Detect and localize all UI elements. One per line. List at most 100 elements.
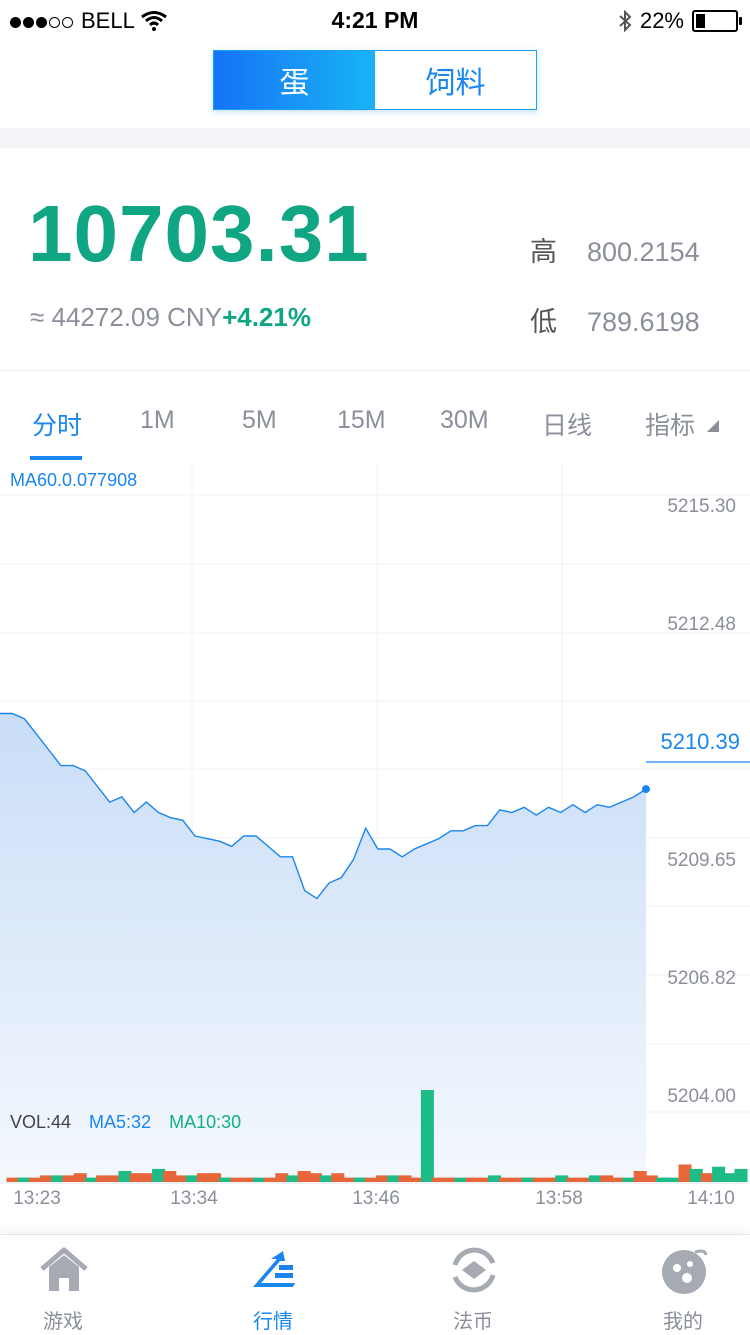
segment-feed[interactable]: 饲料	[375, 51, 536, 109]
ma5-label: MA5:32	[89, 1112, 152, 1132]
tab-1m[interactable]: 1M	[140, 406, 175, 434]
section-gap	[0, 128, 750, 148]
tab-15m[interactable]: 15M	[337, 406, 386, 434]
last-price-dot	[642, 785, 650, 794]
volume-bar	[432, 1177, 446, 1182]
volume-bar	[252, 1177, 266, 1182]
tab-games[interactable]: 游戏	[3, 1235, 123, 1335]
price-chart[interactable]: 5210.39 5215.30 5212.48 5209.65 5206.82 5204.…	[0, 462, 750, 1222]
signal-carrier: BELL	[10, 8, 167, 34]
x-tick-label-0: 13:23	[13, 1188, 61, 1209]
high-label: 高	[530, 237, 557, 267]
volume-bar	[241, 1177, 255, 1182]
status-right: 22%	[618, 8, 742, 34]
exchange-icon	[452, 1247, 496, 1293]
tab-30m[interactable]: 30M	[440, 406, 489, 434]
tab-market[interactable]: 行情	[213, 1235, 333, 1335]
battery-percent: 22%	[639, 8, 684, 33]
volume-bar	[588, 1175, 602, 1182]
tab-5m[interactable]: 5M	[242, 406, 277, 434]
market-icon	[253, 1251, 295, 1287]
volume-bar	[51, 1175, 65, 1182]
last-price-label: 5210.39	[660, 729, 740, 754]
volume-bar	[555, 1175, 569, 1182]
volume-bar	[577, 1177, 591, 1182]
y-tick-label-4: 5204.00	[667, 1086, 736, 1107]
ma60-label: MA60.0.077908	[10, 470, 138, 490]
volume-bar	[28, 1177, 42, 1182]
volume-bar	[129, 1173, 143, 1182]
volume-bar	[208, 1173, 222, 1182]
wifi-icon	[140, 11, 167, 31]
volume-bar	[40, 1175, 54, 1182]
volume-bar	[521, 1177, 535, 1182]
volume-bar	[667, 1177, 681, 1182]
tab-mine[interactable]: 我的	[623, 1235, 743, 1335]
volume-bar	[644, 1175, 658, 1182]
volume-bar	[219, 1177, 233, 1182]
volume-bar	[107, 1175, 121, 1182]
volume-bar	[622, 1177, 636, 1182]
cny-price: ≈ 44272.09 CNY	[30, 302, 223, 332]
volume-bar	[499, 1177, 513, 1182]
volume-bar	[420, 1090, 434, 1182]
volume-bar	[600, 1175, 614, 1182]
volume-bar	[488, 1175, 502, 1182]
volume-bar	[364, 1177, 378, 1182]
volume-legend: VOL:44 MA5:32 MA10:30	[10, 1112, 241, 1133]
price-sub: ≈ 44272.09 CNY+4.21%	[30, 302, 311, 333]
volume-bar	[465, 1177, 479, 1182]
price-area	[0, 713, 646, 1182]
clock: 4:21 PM	[331, 7, 419, 33]
volume-bar	[398, 1175, 412, 1182]
volume-bar	[700, 1173, 714, 1182]
volume-bar	[163, 1171, 177, 1182]
divider	[0, 370, 750, 371]
tab-fiat[interactable]: 法币	[413, 1235, 533, 1335]
volume-bar	[611, 1177, 625, 1182]
volume-bar	[118, 1171, 132, 1182]
volume-bar	[331, 1173, 345, 1182]
volume-bar	[185, 1175, 199, 1182]
x-tick-label-1: 13:34	[170, 1188, 218, 1209]
tab-daily[interactable]: 日线	[542, 412, 593, 440]
low-label: 低	[530, 307, 557, 337]
volume-bar	[264, 1177, 278, 1182]
low-value: 789.6198	[587, 307, 700, 337]
volume-bar	[633, 1171, 647, 1182]
volume-bar	[342, 1177, 356, 1182]
y-tick-label-0: 5215.30	[667, 496, 736, 517]
price-line	[0, 712, 647, 900]
carrier-label: BELL	[81, 8, 135, 33]
volume-bar	[387, 1175, 401, 1182]
tab-games-label: 游戏	[43, 1311, 83, 1333]
volume-bar	[196, 1173, 210, 1182]
volume-bar	[734, 1168, 748, 1182]
volume-bar	[353, 1177, 367, 1182]
volume-bar	[84, 1177, 98, 1182]
volume-bar	[152, 1168, 166, 1182]
volume-bar	[532, 1177, 546, 1182]
y-tick-label-2: 5209.65	[667, 850, 736, 871]
tab-mine-label: 我的	[663, 1311, 703, 1333]
volume-bar	[6, 1177, 20, 1182]
volume-bar	[320, 1175, 334, 1182]
volume-bar	[275, 1173, 289, 1182]
volume-bar	[656, 1177, 670, 1182]
volume-bar	[678, 1164, 692, 1182]
high-value: 800.2154	[587, 237, 700, 267]
timeframe-tabs: 分时 1M 5M 15M 30M 日线 指标	[0, 380, 750, 460]
volume-bar	[712, 1166, 726, 1182]
vol-label: VOL:44	[10, 1112, 72, 1132]
market-segment-control[interactable]: 蛋 饲料	[213, 50, 537, 110]
tab-timeshare[interactable]: 分时	[32, 412, 83, 440]
volume-bar	[174, 1175, 188, 1182]
bottom-tab-bar: 游戏 行情 法币 我的	[0, 1234, 750, 1335]
volume-bar	[62, 1175, 76, 1182]
tab-indicators[interactable]: 指标	[645, 412, 696, 440]
change-percent: +4.21%	[222, 302, 311, 332]
segment-egg[interactable]: 蛋	[214, 51, 375, 109]
volume-bar	[376, 1175, 390, 1182]
dropdown-triangle-icon	[707, 420, 719, 432]
high-row: 高 800.2154	[530, 230, 700, 269]
